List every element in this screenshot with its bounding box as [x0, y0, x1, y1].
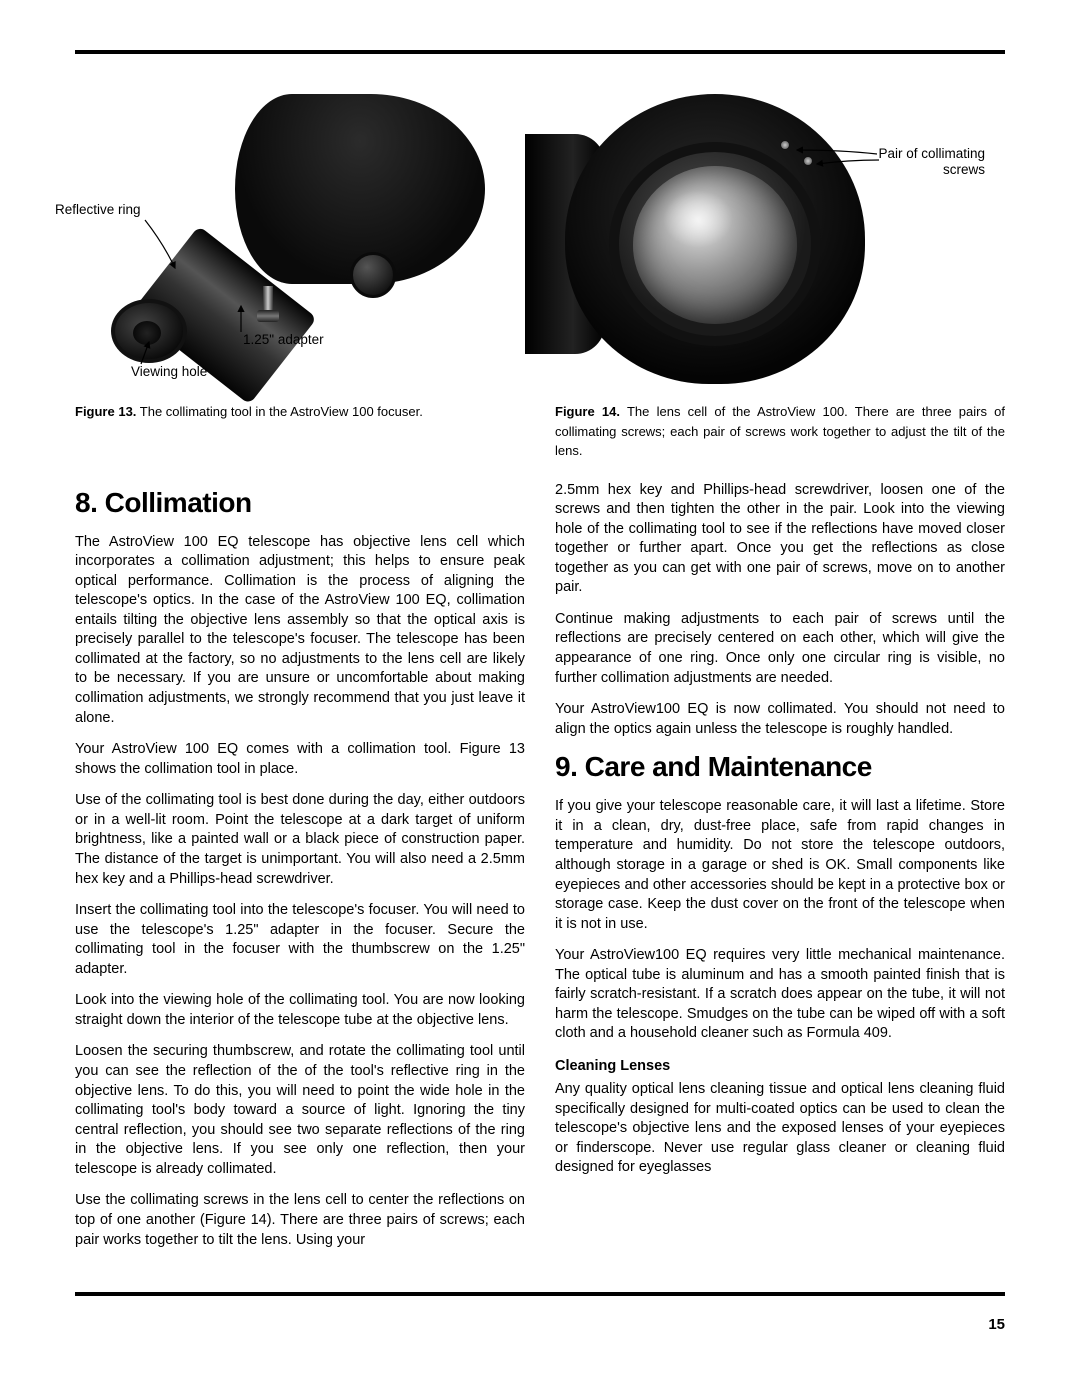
para-l2: Your AstroView 100 EQ comes with a colli…	[75, 740, 525, 779]
para-l1: The AstroView 100 EQ telescope has objec…	[75, 533, 525, 729]
bottom-rule	[75, 1292, 1005, 1296]
para-l3: Use of the collimating tool is best done…	[75, 791, 525, 889]
figure-14-image: Pair of collimating screws	[555, 94, 1005, 394]
heading-collimation: 8. Collimation	[75, 487, 525, 519]
para-r4: If you give your telescope reasonable ca…	[555, 797, 1005, 934]
subheading-cleaning: Cleaning Lenses	[555, 1058, 1005, 1074]
figure-13-caption-bold: Figure 13.	[75, 404, 136, 419]
figure-14-block: Pair of collimating screws Figure 14. Th…	[555, 94, 1005, 461]
focus-knob-shape	[350, 252, 396, 298]
arrow-reflective-ring	[143, 218, 193, 278]
para-r1: 2.5mm hex key and Phillips-head screwdri…	[555, 481, 1005, 598]
left-column: 8. Collimation The AstroView 100 EQ tele…	[75, 481, 525, 1263]
figure-13-block: Reflective ring Viewing hole 1.25" adapt…	[75, 94, 525, 461]
para-l6: Loosen the securing thumbscrew, and rota…	[75, 1042, 525, 1179]
label-reflective-ring: Reflective ring	[55, 202, 141, 218]
figure-13-caption-text: The collimating tool in the AstroView 10…	[136, 404, 422, 419]
arrow-adapter	[235, 302, 265, 336]
right-column: 2.5mm hex key and Phillips-head screwdri…	[555, 481, 1005, 1263]
para-r6: Any quality optical lens cleaning tissue…	[555, 1080, 1005, 1178]
figure-14-caption-text: The lens cell of the AstroView 100. Ther…	[555, 404, 1005, 458]
para-l4: Insert the collimating tool into the tel…	[75, 901, 525, 979]
top-rule	[75, 50, 1005, 54]
collimating-screw-a	[780, 140, 790, 150]
label-collimating-screws: Pair of collimating screws	[875, 146, 985, 177]
arrow-viewing-hole	[137, 338, 167, 368]
figure-14-caption: Figure 14. The lens cell of the AstroVie…	[555, 402, 1005, 461]
para-r2: Continue making adjustments to each pair…	[555, 610, 1005, 688]
heading-care: 9. Care and Maintenance	[555, 751, 1005, 783]
lens-glass-shape	[633, 166, 797, 324]
para-l7: Use the collimating screws in the lens c…	[75, 1191, 525, 1250]
para-r5: Your AstroView100 EQ requires very littl…	[555, 946, 1005, 1044]
para-l5: Look into the viewing hole of the collim…	[75, 991, 525, 1030]
figure-14-caption-bold: Figure 14.	[555, 404, 620, 419]
figure-13-image: Reflective ring Viewing hole 1.25" adapt…	[75, 94, 525, 394]
figures-row: Reflective ring Viewing hole 1.25" adapt…	[75, 94, 1005, 461]
text-columns: 8. Collimation The AstroView 100 EQ tele…	[75, 481, 1005, 1263]
arrow-screws-2	[813, 154, 883, 184]
page-number: 15	[75, 1316, 1005, 1333]
figure-13-caption: Figure 13. The collimating tool in the A…	[75, 402, 525, 422]
para-r3: Your AstroView100 EQ is now collimated. …	[555, 700, 1005, 739]
